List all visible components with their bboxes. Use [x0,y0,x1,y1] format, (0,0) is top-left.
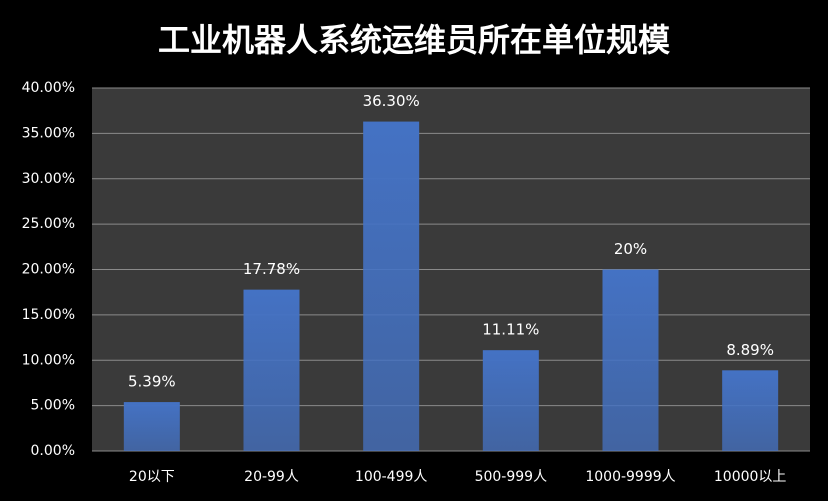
x-tick-label: 20-99人 [244,469,299,485]
bar [482,350,539,451]
y-tick-label: 35.00% [22,125,75,141]
x-tick-label: 1000-9999人 [585,469,675,485]
y-tick-label: 40.00% [22,80,75,96]
y-tick-label: 25.00% [22,216,75,232]
value-label: 36.30% [363,92,420,110]
value-label: 20% [614,240,647,258]
bar [123,402,180,451]
bar [722,370,779,451]
x-tick-label: 10000以上 [714,469,787,485]
value-label: 5.39% [128,373,176,391]
y-tick-label: 0.00% [31,443,75,459]
bar [243,289,300,451]
bar [602,269,659,451]
value-label: 11.11% [482,321,539,339]
value-label: 8.89% [726,341,774,359]
x-tick-label: 100-499人 [355,469,428,485]
y-tick-label: 15.00% [22,307,75,323]
y-tick-label: 20.00% [22,262,75,278]
y-tick-label: 5.00% [31,398,75,414]
x-tick-label: 500-999人 [475,469,548,485]
bar [363,121,420,451]
x-tick-label: 20以下 [129,469,175,485]
chart-title: 工业机器人系统运维员所在单位规模 [158,21,670,59]
y-tick-label: 10.00% [22,352,75,368]
y-tick-label: 30.00% [22,171,75,187]
value-label: 17.78% [243,260,300,278]
